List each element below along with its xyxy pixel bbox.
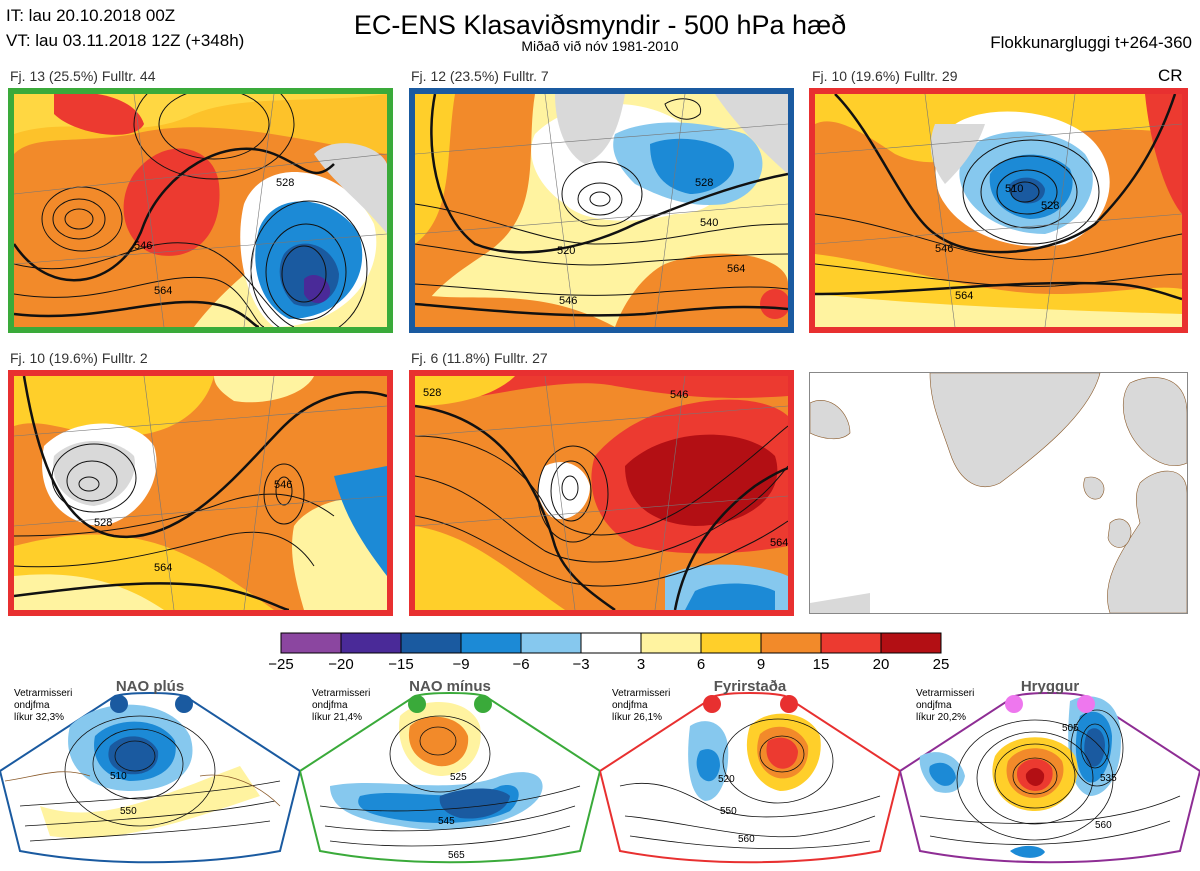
empty-map-panel [809,372,1188,614]
regime-nao-plus-dot-2 [175,695,193,713]
regime-blocking-contour-550: 550 [720,806,737,817]
regime-ridge: 505 535 560 Hryggur Vetrarmisseri ondjfm… [900,676,1200,871]
cluster-3-map: 510 528 546 564 [809,88,1188,333]
regime-blocking-line-3: líkur 26,1% [612,712,663,723]
regime-ridge-line-1: Vetrarmisseri [916,688,975,699]
regime-ridge-dot-2 [1077,695,1095,713]
colorbar-swatch [460,632,522,654]
cluster-5-contour-528: 528 [423,387,441,399]
regime-nao-plus-line-1: Vetrarmisseri [14,688,73,699]
cluster-3-caption: Fj. 10 (19.6%) Fulltr. 29 [812,68,958,84]
regime-blocking-dot-1 [703,695,721,713]
regime-nao-minus-title: NAO mínus [409,678,491,695]
classification-window: Flokkunargluggi t+264-360 [990,33,1192,52]
regime-nao-minus-line-2: ondjfma [312,700,348,711]
colorbar-tick-label: 15 [812,656,830,673]
regime-ridge-contour-560: 560 [1095,820,1112,831]
regime-blocking-contour-520: 520 [718,774,735,785]
regime-nao-minus-contour-545: 545 [438,816,455,827]
regime-nao-minus: 525 545 565 NAO mínus Vetrarmisseri ondj… [300,676,600,871]
colorbar-tick-label: −6 [512,656,530,673]
cluster-1-caption: Fj. 13 (25.5%) Fulltr. 44 [10,68,156,84]
cluster-2-contour-564: 564 [727,263,745,275]
cluster-5-map: 528 546 564 [409,370,794,616]
regime-blocking-title: Fyrirstaða [713,678,787,695]
regime-blocking-contour-560: 560 [738,834,755,845]
regime-nao-minus-contour-565: 565 [448,850,465,861]
cluster-2-contour-540: 540 [700,217,718,229]
regime-ridge-line-3: líkur 20,2% [916,712,967,723]
colorbar-swatch [520,632,582,654]
regime-nao-plus-line-2: ondjfma [14,700,50,711]
anomaly-colorbar [280,632,942,654]
regime-nao-plus-contour-550: 550 [120,806,137,817]
regime-blocking-dot-2 [780,695,798,713]
regime-nao-plus-contour-510: 510 [110,771,127,782]
cluster-5-caption: Fj. 6 (11.8%) Fulltr. 27 [411,350,548,366]
colorbar-swatch [280,632,342,654]
cluster-3-contour-510: 510 [1005,183,1023,195]
regime-nao-minus-line-3: líkur 21,4% [312,712,363,723]
colorbar-tick-label: 9 [756,656,766,673]
regime-nao-minus-dot-1 [408,695,426,713]
colorbar-swatch [880,632,942,654]
regime-blocking-line-1: Vetrarmisseri [612,688,671,699]
colorbar-tick-label: −25 [268,656,294,673]
page-title: EC-ENS Klasaviðsmyndir - 500 hPa hæð [353,10,847,40]
regime-nao-minus-contour-525: 525 [450,772,467,783]
regime-ridge-line-2: ondjfma [916,700,952,711]
cluster-2-contour-546: 546 [559,295,577,307]
colorbar-tick-label: 20 [872,656,890,673]
regime-ridge-contour-505: 505 [1062,723,1079,734]
regime-nao-plus: 510 550 NAO plús Vetrarmisseri ondjfma l… [0,676,300,871]
page-subtitle: Miðað við nóv 1981-2010 [521,38,679,54]
regime-ridge-dot-1 [1005,695,1023,713]
colorbar-tick-label: −9 [452,656,470,673]
colorbar-tick-label: −15 [388,656,414,673]
valid-time: VT: lau 03.11.2018 12Z (+348h) [6,31,245,50]
regime-ridge-contour-535: 535 [1100,773,1117,784]
cluster-2-contour-528: 528 [695,177,713,189]
cluster-3-contour-528: 528 [1041,200,1059,212]
cluster-1-map: 546 564 528 [8,88,393,333]
colorbar-swatch [820,632,882,654]
colorbar-swatch [640,632,702,654]
cluster-4-caption: Fj. 10 (19.6%) Fulltr. 2 [10,350,148,366]
cluster-1-contour-528: 528 [276,177,294,189]
regime-nao-plus-title: NAO plús [115,678,185,695]
colorbar-tick-label: 25 [932,656,950,673]
cluster-3-contour-564: 564 [955,290,973,302]
cluster-1-contour-546: 546 [134,240,152,252]
colorbar-swatch [400,632,462,654]
colorbar-swatch [700,632,762,654]
cluster-1-contour-564: 564 [154,285,172,297]
cluster-5-contour-546: 546 [670,389,688,401]
colorbar-swatch [340,632,402,654]
colorbar-swatch [580,632,642,654]
regime-nao-plus-line-3: líkur 32,3% [14,712,65,723]
cluster-4-contour-564: 564 [154,562,172,574]
colorbar-tick-label: −3 [572,656,590,673]
cluster-2-map: 528 520 546 564 540 [409,88,794,333]
cluster-2-contour-520: 520 [557,245,575,257]
cluster-2-caption: Fj. 12 (23.5%) Fulltr. 7 [411,68,549,84]
cluster-4-map: 528 546 564 [8,370,393,616]
regime-blocking-line-2: ondjfma [612,700,648,711]
cluster-4-contour-528: 528 [94,517,112,529]
regime-nao-minus-dot-2 [474,695,492,713]
colorbar-tick-label: −20 [328,656,354,673]
cluster-5-contour-564: 564 [770,537,788,549]
cluster-3-cr-label: CR [1158,66,1183,85]
cluster-4-contour-546: 546 [274,479,292,491]
cluster-3-contour-546: 546 [935,243,953,255]
regime-ridge-title: Hryggur [1020,678,1080,695]
initial-time: IT: lau 20.10.2018 00Z [6,6,176,25]
colorbar-swatch [760,632,822,654]
colorbar-tick-label: 3 [636,656,646,673]
regime-nao-minus-line-1: Vetrarmisseri [312,688,371,699]
regime-nao-plus-dot-1 [110,695,128,713]
colorbar-tick-label: 6 [696,656,706,673]
regime-blocking: 520 550 560 Fyrirstaða Vetrarmisseri ond… [600,676,900,871]
